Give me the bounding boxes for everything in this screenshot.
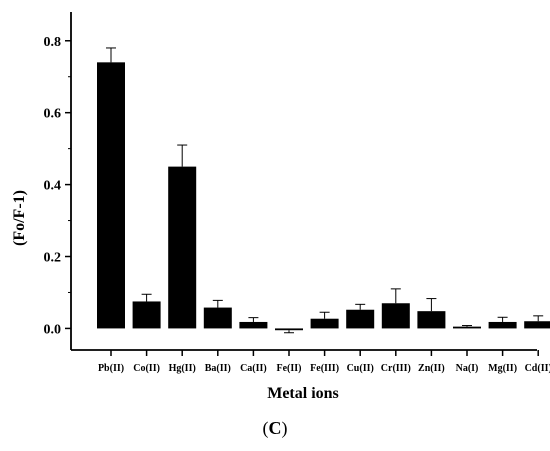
x-ticks-group: Pb(II) Co(II) Hg(II) Ba(II) Ca(II) Fe(II) Fe(I… [98,350,550,374]
bar-1 [132,301,161,329]
bar-2 [168,166,197,329]
x-tick-label-4: Ca(II) [240,363,267,374]
x-tick-label-12: Cd(II) [525,363,550,374]
bar-chart: 0.0 0.2 0.4 0.6 0.8 Pb(II) Co(II) Hg(II) Ba(II)… [11,12,550,402]
x-tick-label-9: Zn(II) [418,363,445,374]
y-ticks-group: 0.0 0.2 0.4 0.6 0.8 [44,35,71,337]
y-axis-title: (Fo/F-1) [11,190,28,246]
bar-5 [275,328,303,331]
x-tick-label-3: Ba(II) [205,363,231,374]
bar-6 [310,318,339,329]
y-tick-label-1: 0.2 [44,251,62,266]
y-tick-label-3: 0.6 [44,107,62,122]
panel-label-close: ) [281,418,288,438]
bar-11 [488,321,517,329]
bar-10 [453,326,481,329]
bar-7 [346,309,375,329]
x-tick-label-5: Fe(II) [277,363,302,374]
bar-8 [381,303,410,329]
panel-label-open: ( [262,418,269,438]
y-tick-label-4: 0.8 [44,35,62,50]
x-tick-label-6: Fe(III) [310,363,339,374]
x-tick-label-2: Hg(II) [169,363,196,374]
axes-group [70,12,537,351]
y-tick-label-0: 0.0 [44,322,62,337]
bar-12 [524,321,550,329]
x-tick-label-10: Na(I) [456,363,479,374]
x-tick-label-11: Mg(II) [488,363,517,374]
panel-label: (C) [0,418,550,439]
panel-label-letter: C [268,418,282,438]
error-bars-group [106,47,544,334]
x-axis-title: Metal ions [267,385,339,402]
bar-0 [97,62,125,329]
bars-group [97,62,550,331]
y-tick-label-2: 0.4 [44,179,62,194]
x-tick-label-1: Co(II) [133,363,160,374]
x-tick-label-7: Cu(II) [347,363,374,374]
x-tick-label-0: Pb(II) [98,363,124,374]
bar-3 [203,307,232,329]
x-tick-label-8: Cr(III) [381,363,411,374]
bar-9 [417,311,446,329]
bar-4 [239,321,268,329]
